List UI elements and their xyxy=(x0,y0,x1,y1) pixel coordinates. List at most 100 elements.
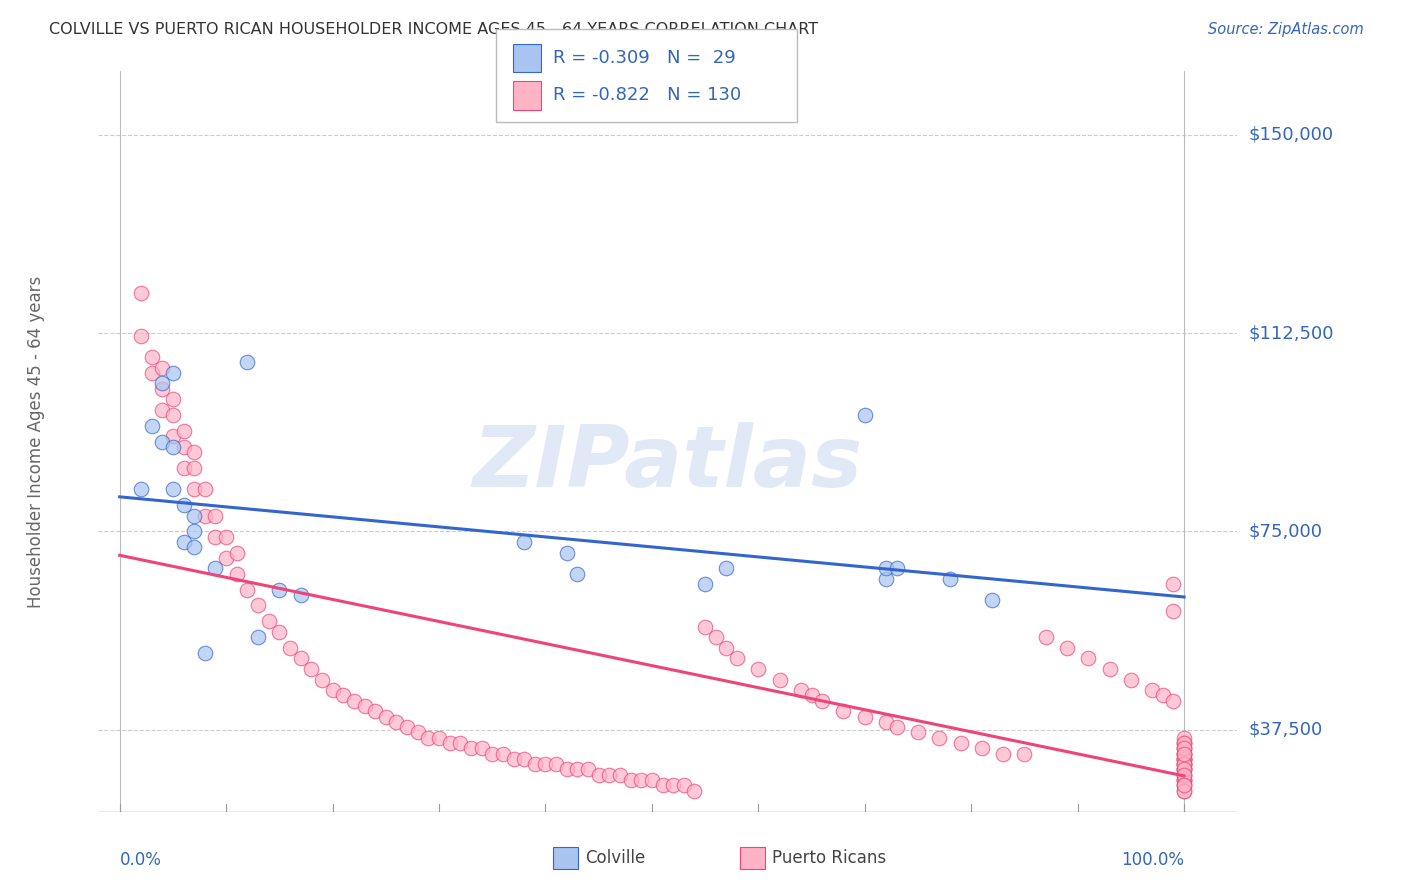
Point xyxy=(194,482,217,496)
Point xyxy=(555,763,578,777)
Point xyxy=(853,408,876,422)
Point xyxy=(322,683,344,698)
Point xyxy=(513,752,536,766)
Point xyxy=(875,561,897,575)
Point xyxy=(1163,604,1185,618)
Text: R = -0.309   N =  29: R = -0.309 N = 29 xyxy=(553,49,735,67)
Point xyxy=(768,673,790,687)
Point xyxy=(332,689,354,703)
Point xyxy=(588,767,610,781)
Text: R = -0.822   N = 130: R = -0.822 N = 130 xyxy=(553,87,741,104)
Point xyxy=(546,757,568,772)
Point xyxy=(1173,736,1195,750)
Point xyxy=(225,546,247,560)
Point xyxy=(1152,689,1174,703)
Point xyxy=(439,736,461,750)
Point xyxy=(449,736,471,750)
Point xyxy=(173,424,195,438)
Point xyxy=(194,508,217,523)
Point xyxy=(747,662,769,676)
Point xyxy=(236,582,259,597)
Point xyxy=(1173,752,1195,766)
Point xyxy=(1173,783,1195,797)
Point xyxy=(173,535,195,549)
Point xyxy=(162,392,184,407)
Point xyxy=(290,588,312,602)
Point xyxy=(1173,757,1195,772)
Point xyxy=(928,731,950,745)
Point xyxy=(247,630,270,644)
Text: Source: ZipAtlas.com: Source: ZipAtlas.com xyxy=(1208,22,1364,37)
Point xyxy=(162,440,184,454)
Text: $112,500: $112,500 xyxy=(1249,324,1334,343)
Point xyxy=(683,783,706,797)
Point xyxy=(1173,747,1195,761)
Text: $150,000: $150,000 xyxy=(1249,126,1333,144)
Point xyxy=(236,355,259,369)
Point xyxy=(1119,673,1142,687)
Point xyxy=(225,566,247,581)
Point xyxy=(875,714,897,729)
Point xyxy=(129,286,152,301)
Point xyxy=(1163,577,1185,591)
Point xyxy=(886,561,908,575)
Point xyxy=(1173,778,1195,792)
Text: 100.0%: 100.0% xyxy=(1121,851,1184,869)
Point xyxy=(1163,694,1185,708)
Point xyxy=(704,630,727,644)
Point xyxy=(1173,767,1195,781)
Point xyxy=(939,572,962,586)
Text: Householder Income Ages 45 - 64 years: Householder Income Ages 45 - 64 years xyxy=(27,276,45,607)
Point xyxy=(609,767,631,781)
Point xyxy=(427,731,450,745)
Point xyxy=(290,651,312,665)
Point xyxy=(693,577,716,591)
Point xyxy=(183,461,205,475)
Point xyxy=(853,709,876,723)
Point xyxy=(567,763,589,777)
Point xyxy=(141,366,163,380)
Point xyxy=(1173,736,1195,750)
Point xyxy=(215,550,238,565)
Point xyxy=(598,767,620,781)
Point xyxy=(1173,757,1195,772)
Point xyxy=(374,709,396,723)
Point xyxy=(150,434,173,449)
Point xyxy=(247,599,270,613)
Point xyxy=(183,524,205,539)
Point xyxy=(299,662,322,676)
Point xyxy=(385,714,408,729)
Point xyxy=(173,440,195,454)
Point xyxy=(1173,747,1195,761)
Point xyxy=(1173,757,1195,772)
Point xyxy=(418,731,440,745)
Point xyxy=(141,418,163,433)
Text: ZIPatlas: ZIPatlas xyxy=(472,422,863,505)
Point xyxy=(1173,752,1195,766)
Point xyxy=(183,541,205,555)
Point xyxy=(1173,747,1195,761)
Text: Colville: Colville xyxy=(585,849,645,867)
Point xyxy=(492,747,515,761)
Point xyxy=(173,498,195,512)
Text: COLVILLE VS PUERTO RICAN HOUSEHOLDER INCOME AGES 45 - 64 YEARS CORRELATION CHART: COLVILLE VS PUERTO RICAN HOUSEHOLDER INC… xyxy=(49,22,818,37)
Point xyxy=(396,720,419,734)
Point xyxy=(311,673,333,687)
Point xyxy=(150,376,173,391)
Point xyxy=(150,360,173,375)
Point xyxy=(641,772,664,787)
Point xyxy=(630,772,652,787)
Point xyxy=(1173,741,1195,756)
Point xyxy=(907,725,929,739)
Point xyxy=(150,402,173,417)
Point xyxy=(364,704,387,718)
Point xyxy=(1173,783,1195,797)
Point xyxy=(1173,763,1195,777)
Point xyxy=(567,566,589,581)
Point xyxy=(513,535,536,549)
Point xyxy=(1173,741,1195,756)
Point xyxy=(1077,651,1099,665)
Point xyxy=(1173,767,1195,781)
Point xyxy=(183,508,205,523)
Point xyxy=(183,482,205,496)
